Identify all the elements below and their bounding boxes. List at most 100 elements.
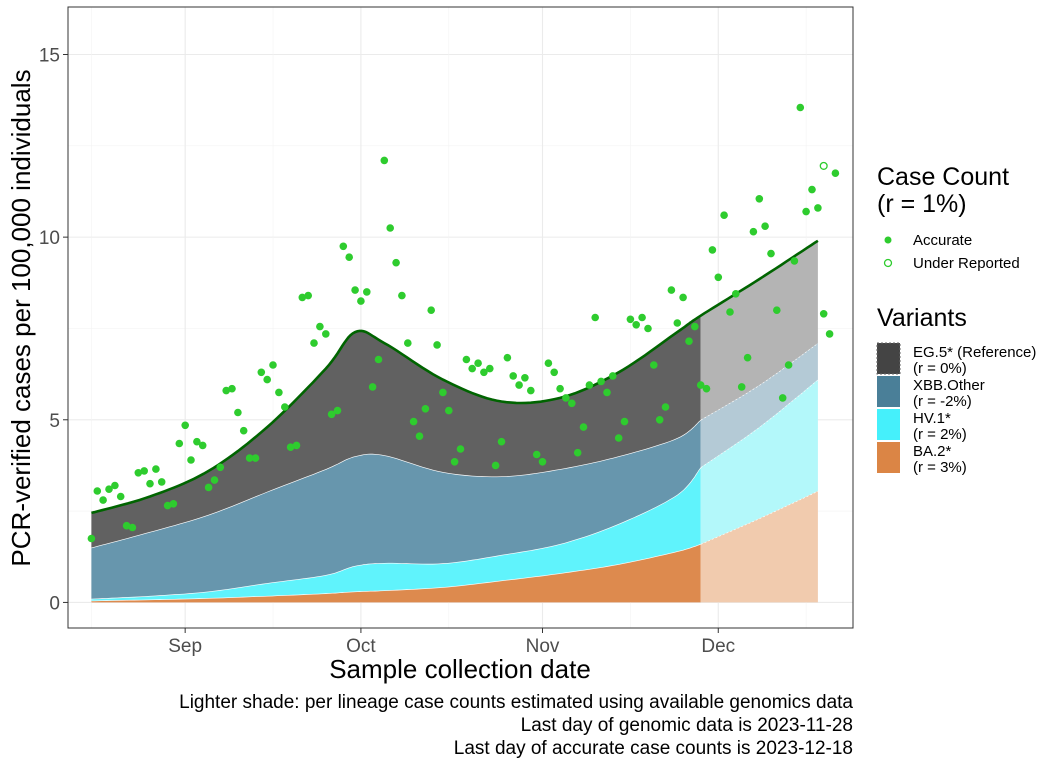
case-point-accurate [169, 500, 178, 508]
case-point-accurate [239, 426, 248, 435]
case-point-accurate [691, 322, 699, 331]
legend-rate-hv-1: (r = 2%) [913, 426, 967, 443]
case-point-accurate [667, 286, 676, 294]
case-point-accurate [620, 417, 629, 426]
caption-line-1: Lighter shade: per lineage case counts e… [179, 692, 853, 713]
case-point-accurate [450, 458, 459, 466]
case-point-accurate [93, 487, 102, 495]
case-point-accurate [614, 434, 623, 442]
case-point-accurate [386, 224, 395, 232]
case-point-accurate [462, 355, 471, 364]
case-point-accurate [603, 388, 611, 397]
case-point-accurate [661, 403, 670, 411]
case-point-accurate [708, 246, 717, 254]
legend-label-accurate: Accurate [913, 232, 972, 249]
y-tick-label: 15 [39, 45, 60, 66]
case-point-accurate [322, 330, 330, 338]
case-point-accurate [456, 445, 465, 453]
case-point-accurate [825, 330, 834, 338]
case-point-accurate [726, 308, 734, 316]
case-point-accurate [696, 381, 705, 389]
case-point-accurate [392, 258, 400, 267]
legend-key-eg-5-reference [876, 342, 901, 375]
case-point-accurate [404, 339, 412, 347]
case-point-accurate [281, 403, 289, 411]
area-ba-2 [91, 544, 701, 603]
case-point-accurate [749, 227, 758, 236]
case-point-accurate [187, 456, 195, 464]
case-point-accurate [157, 478, 166, 486]
axes: 0 5 10 15 Sep Oct Nov Dec [39, 45, 735, 657]
legend-key-accurate [884, 236, 892, 244]
legend-label-eg-5-reference: EG.5* (Reference) [913, 344, 1036, 361]
case-point-accurate [714, 273, 723, 282]
case-point-accurate [720, 211, 728, 219]
legend-key-under-reported [883, 258, 893, 268]
case-point-accurate [673, 319, 682, 327]
case-point-accurate [761, 222, 769, 230]
case-point-accurate [743, 353, 752, 362]
case-point-accurate [773, 306, 781, 315]
case-point-accurate [415, 432, 424, 441]
variants-legend: Variants EG.5* (Reference)(r = 0%)XBB.Ot… [876, 304, 1036, 476]
case-point-accurate [122, 521, 131, 530]
case-point-accurate [802, 207, 810, 216]
case-point-accurate [486, 364, 494, 373]
case-point-accurate [527, 386, 535, 395]
case-point-accurate [468, 364, 477, 373]
case-point-accurate [808, 185, 816, 194]
area-xbb-other-estimated [700, 343, 818, 468]
y-axis-title: PCR-verified cases per 100,000 individua… [6, 69, 36, 566]
y-tick-label: 10 [39, 228, 60, 249]
case-point-accurate [737, 383, 746, 391]
case-point-accurate [193, 437, 201, 446]
legend-label-under-reported: Under Reported [913, 255, 1020, 272]
case-legend-subtitle: (r = 1%) [877, 190, 967, 218]
case-point-accurate [339, 242, 348, 251]
area-eg-5-reference [91, 315, 701, 548]
legend-key-hv-1 [877, 409, 900, 440]
case-point-accurate [550, 368, 558, 377]
case-point-accurate [275, 388, 283, 397]
case-point-accurate [327, 410, 336, 419]
case-point-accurate [509, 372, 517, 380]
case-point-accurate [204, 483, 213, 492]
variant-legend-keys: EG.5* (Reference)(r = 0%)XBB.Other(r = -… [876, 342, 1036, 476]
case-point-accurate [228, 384, 236, 393]
legend-rate-ba-2: (r = 3%) [913, 459, 967, 476]
case-point-accurate [146, 479, 154, 488]
area-ba-2-estimated [700, 491, 818, 603]
case-point-accurate [819, 310, 828, 318]
case-point-accurate [474, 359, 482, 368]
case-point-accurate [767, 249, 775, 258]
case-point-accurate [591, 313, 599, 322]
case-point-accurate [562, 394, 570, 402]
legend-label-ba-2: BA.2* [913, 443, 952, 460]
case-point-accurate [210, 476, 219, 484]
case-point-accurate [134, 469, 143, 477]
case-count-legend: Case Count (r = 1%) Accurate Under Repor… [877, 163, 1020, 272]
panel-border [67, 6, 854, 629]
x-tick-label: Oct [346, 636, 376, 657]
legend-key-xbb-other [877, 376, 900, 407]
area-hv-1-estimated [700, 379, 818, 544]
total-case-curve [91, 239, 819, 515]
case-point-accurate [609, 372, 617, 380]
case-point-accurate [310, 339, 318, 347]
area-xbb-other [91, 419, 701, 599]
case-point-accurate [433, 341, 441, 349]
area-eg-5-reference-estimated [700, 240, 818, 420]
case-point-accurate [503, 353, 512, 362]
case-point-accurate [532, 450, 541, 459]
area-hv-1 [91, 467, 701, 601]
case-point-accurate [445, 406, 453, 415]
case-point-accurate [784, 361, 793, 369]
case-point-accurate [269, 361, 277, 369]
case-point-accurate [515, 381, 523, 389]
case-point-accurate [87, 534, 96, 543]
case-point-accurate [163, 501, 172, 510]
case-point-accurate [632, 321, 640, 329]
case-point-accurate [538, 458, 547, 466]
y-tick-label: 0 [49, 593, 60, 614]
legend-key-ba-2 [877, 442, 900, 473]
